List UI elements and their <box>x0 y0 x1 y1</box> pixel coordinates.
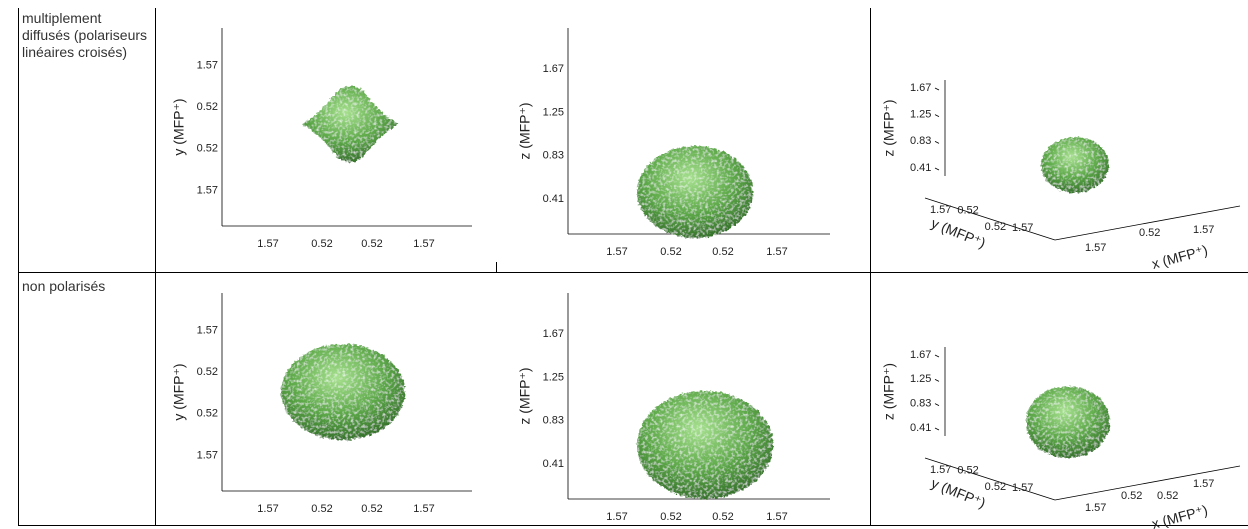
tick-mark <box>934 140 940 144</box>
y-axis-label: y (MFP⁺) <box>171 98 187 155</box>
y-tick-label: 1.57 <box>1012 222 1033 234</box>
tick-mark <box>934 378 940 382</box>
y-tick-label: 0.52 <box>985 221 1006 233</box>
y-tick-label: 0.52 <box>197 143 218 155</box>
specimen-blob <box>1041 137 1109 193</box>
x-axis-label: x (MFP⁺) <box>1150 502 1209 529</box>
y-tick-label: 1.57 <box>197 60 218 72</box>
y-tick-label: 0.52 <box>197 408 218 420</box>
y-tick-label: 1.57 <box>197 325 218 337</box>
z-tick-label: 0.41 <box>910 422 931 434</box>
tick-mark <box>934 354 940 358</box>
z-tick-label: 1.67 <box>910 82 931 94</box>
y-tick-label: 0.41 <box>543 458 564 470</box>
x-tick-label: 1.57 <box>606 246 627 258</box>
x-tick-label: 0.52 <box>660 511 681 523</box>
y-axis-label: z (MFP⁺) <box>517 102 533 159</box>
x-tick-label: 1.57 <box>257 238 278 250</box>
y-tick-label: 1.67 <box>543 328 564 340</box>
y-tick-label: 1.57 <box>1012 482 1033 494</box>
z-tick-label: 1.25 <box>910 373 931 385</box>
y-tick-label: 1.57 <box>930 464 951 476</box>
x-axis-label: x (MFP⁺) <box>1150 242 1209 272</box>
z-tick-label: 0.41 <box>910 162 931 174</box>
x-tick-label: 0.52 <box>311 503 332 515</box>
x-tick-label: 1.57 <box>257 503 278 515</box>
x-tick-label: 1.57 <box>413 238 434 250</box>
y-tick-label: 1.25 <box>543 371 564 383</box>
y-axis-label: z (MFP⁺) <box>517 367 533 424</box>
y-tick-label: 0.52 <box>957 465 978 477</box>
axis <box>924 197 1056 241</box>
x-tick-label: 0.52 <box>712 246 733 258</box>
x-tick-label: 0.52 <box>1139 227 1160 239</box>
y-tick-label: 0.83 <box>543 415 564 427</box>
table-borders <box>18 8 1248 526</box>
y-axis-label: y (MFP⁺) <box>171 363 187 420</box>
x-tick-label: 0.52 <box>311 238 332 250</box>
x-tick-label: 0.52 <box>712 511 733 523</box>
axis <box>1054 465 1241 501</box>
row-label: multiplement diffusés (polariseurs linéa… <box>22 10 148 60</box>
y-tick-label: 0.41 <box>543 193 564 205</box>
tick-mark <box>934 427 940 431</box>
y-tick-label: 0.83 <box>543 150 564 162</box>
x-tick-label: 1.57 <box>766 511 787 523</box>
y-tick-label: 0.52 <box>985 481 1006 493</box>
x-tick-label: 1.57 <box>1085 242 1106 254</box>
row-label: non polarisés <box>22 278 106 294</box>
tick-mark <box>934 87 940 91</box>
z-tick-label: 1.67 <box>910 349 931 361</box>
y-tick-label: 0.52 <box>957 205 978 217</box>
tick-mark <box>934 403 940 407</box>
specimen-blob <box>281 344 405 440</box>
z-tick-label: 1.25 <box>910 109 931 121</box>
specimen-blob <box>302 86 398 162</box>
y-axis-label: y (MFP⁺) <box>929 215 988 251</box>
z-tick-label: 0.83 <box>910 135 931 147</box>
x-tick-label: 0.52 <box>660 246 681 258</box>
z-axis-label: z (MFP⁺) <box>881 363 897 420</box>
z-tick-label: 0.83 <box>910 398 931 410</box>
tick-mark <box>934 114 940 118</box>
y-tick-label: 0.52 <box>197 101 218 113</box>
y-tick-label: 1.67 <box>543 63 564 75</box>
specimen-blob <box>637 146 753 238</box>
tick-mark <box>934 167 940 171</box>
y-tick-label: 1.57 <box>930 204 951 216</box>
y-tick-label: 1.25 <box>543 106 564 118</box>
z-axis-label: z (MFP⁺) <box>881 99 897 156</box>
x-tick-label: 1.57 <box>606 511 627 523</box>
specimen-blob <box>1026 386 1110 458</box>
axis <box>1054 205 1241 241</box>
x-tick-label: 1.57 <box>413 503 434 515</box>
x-tick-label: 1.57 <box>766 246 787 258</box>
y-tick-label: 1.57 <box>197 449 218 461</box>
x-tick-label: 0.52 <box>361 503 382 515</box>
axis <box>924 457 1056 501</box>
y-axis-label: y (MFP⁺) <box>929 475 988 511</box>
x-tick-label: 1.57 <box>1193 224 1214 236</box>
x-tick-label: 1.57 <box>1085 502 1106 514</box>
x-tick-label: 0.52 <box>1157 490 1178 502</box>
y-tick-label: 1.57 <box>197 184 218 196</box>
y-tick-label: 0.52 <box>197 366 218 378</box>
x-tick-label: 0.52 <box>1121 490 1142 502</box>
x-tick-label: 1.57 <box>1193 478 1214 490</box>
specimen-blob <box>637 391 773 499</box>
x-tick-label: 0.52 <box>361 238 382 250</box>
